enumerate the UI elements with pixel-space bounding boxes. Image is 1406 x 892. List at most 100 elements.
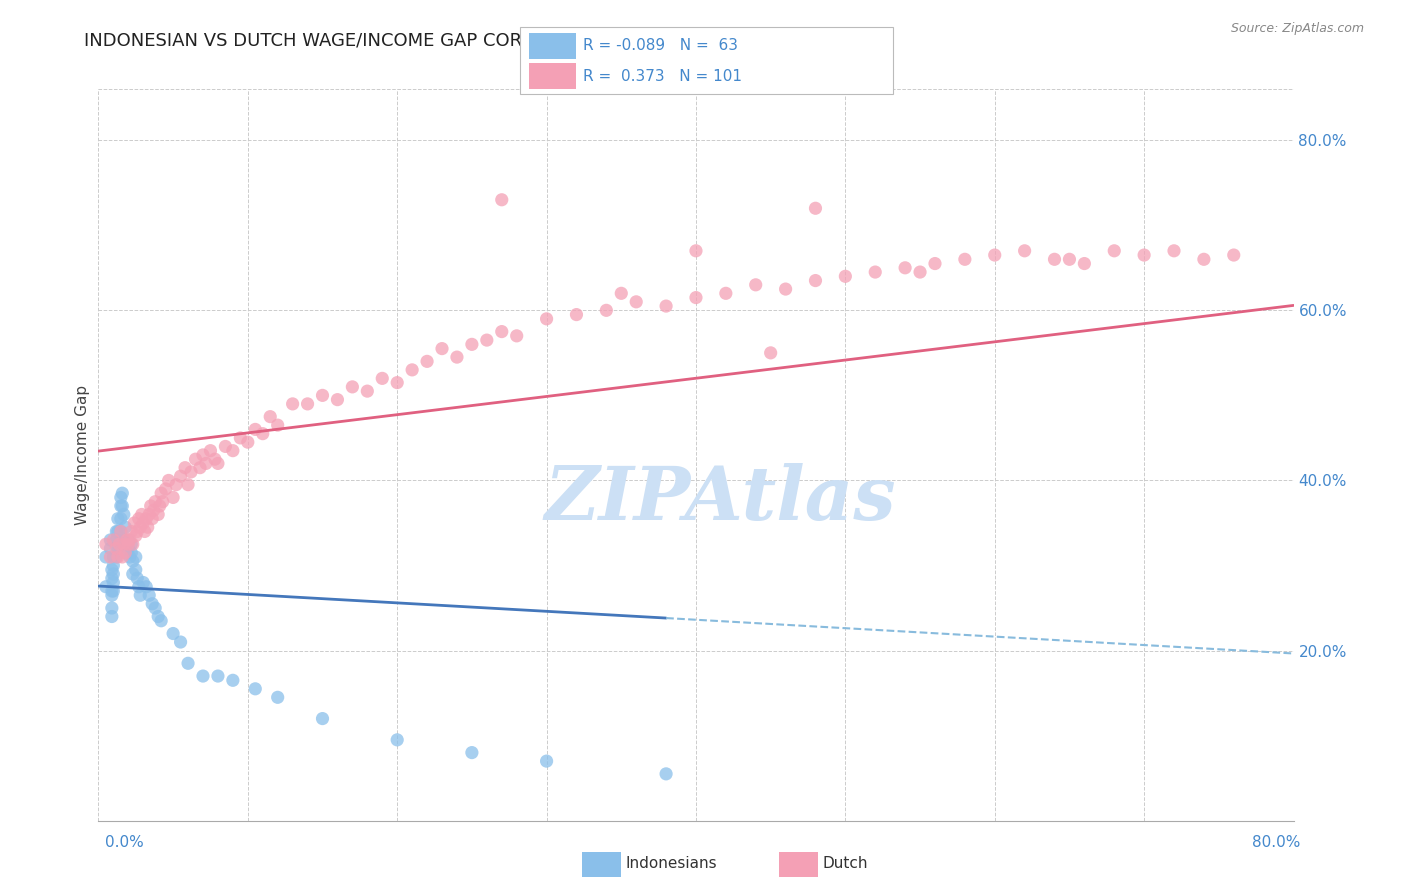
- Y-axis label: Wage/Income Gap: Wage/Income Gap: [75, 384, 90, 525]
- Point: [105, 524, 128, 539]
- Point: [111, 486, 134, 500]
- Point: [834, 269, 856, 284]
- Text: INDONESIAN VS DUTCH WAGE/INCOME GAP CORRELATION CHART: INDONESIAN VS DUTCH WAGE/INCOME GAP CORR…: [84, 31, 678, 49]
- Point: [128, 512, 150, 526]
- Point: [385, 376, 409, 390]
- Text: Dutch: Dutch: [823, 856, 868, 871]
- Point: [127, 571, 149, 585]
- Point: [115, 546, 138, 560]
- Point: [207, 457, 229, 471]
- Point: [125, 563, 148, 577]
- Point: [132, 516, 155, 530]
- Point: [195, 457, 218, 471]
- Point: [775, 282, 797, 296]
- Point: [180, 465, 202, 479]
- Point: [129, 588, 152, 602]
- Point: [207, 669, 229, 683]
- Point: [98, 533, 122, 547]
- Point: [120, 524, 142, 539]
- Point: [143, 494, 166, 508]
- Point: [152, 494, 174, 508]
- Point: [131, 508, 153, 522]
- Point: [143, 601, 166, 615]
- Point: [103, 549, 125, 564]
- Point: [804, 201, 827, 215]
- Point: [169, 469, 191, 483]
- Point: [135, 580, 157, 594]
- Point: [267, 418, 290, 433]
- Point: [214, 439, 236, 453]
- Point: [297, 397, 319, 411]
- Point: [141, 597, 163, 611]
- Point: [655, 767, 678, 781]
- Point: [1133, 248, 1156, 262]
- Point: [184, 452, 207, 467]
- Point: [169, 635, 191, 649]
- Point: [595, 303, 617, 318]
- Point: [491, 193, 513, 207]
- Point: [110, 524, 132, 539]
- Point: [281, 397, 304, 411]
- Point: [626, 294, 648, 309]
- Point: [267, 690, 290, 705]
- Point: [416, 354, 439, 368]
- Point: [101, 571, 124, 585]
- Point: [565, 308, 588, 322]
- Point: [342, 380, 364, 394]
- Point: [112, 508, 135, 522]
- Point: [94, 580, 117, 594]
- Point: [1014, 244, 1036, 258]
- Point: [894, 260, 917, 275]
- Point: [112, 537, 135, 551]
- Point: [685, 291, 707, 305]
- Point: [536, 311, 558, 326]
- Text: ZIPAtlas: ZIPAtlas: [544, 463, 896, 535]
- Point: [105, 533, 128, 547]
- Point: [162, 626, 184, 640]
- Point: [108, 537, 131, 551]
- Point: [120, 546, 142, 560]
- Point: [107, 512, 129, 526]
- Point: [105, 541, 128, 556]
- Point: [135, 512, 157, 526]
- Point: [94, 537, 117, 551]
- Text: R = -0.089   N =  63: R = -0.089 N = 63: [583, 38, 738, 54]
- Point: [984, 248, 1007, 262]
- Point: [371, 371, 394, 385]
- Point: [110, 499, 132, 513]
- Point: [356, 384, 378, 398]
- Point: [1059, 252, 1081, 267]
- Point: [148, 508, 170, 522]
- Point: [191, 669, 214, 683]
- Point: [714, 286, 737, 301]
- Point: [461, 746, 484, 760]
- Point: [610, 286, 633, 301]
- Point: [1104, 244, 1126, 258]
- Point: [138, 588, 160, 602]
- Point: [148, 609, 170, 624]
- Point: [103, 584, 125, 599]
- Point: [142, 503, 165, 517]
- Point: [118, 533, 141, 547]
- Point: [461, 337, 484, 351]
- Text: Source: ZipAtlas.com: Source: ZipAtlas.com: [1230, 22, 1364, 36]
- Point: [401, 363, 423, 377]
- Point: [107, 549, 129, 564]
- Point: [491, 325, 513, 339]
- Point: [745, 277, 768, 292]
- Point: [101, 609, 124, 624]
- Point: [236, 435, 259, 450]
- Point: [506, 329, 529, 343]
- Point: [105, 549, 128, 564]
- Point: [326, 392, 349, 407]
- Point: [685, 244, 707, 258]
- Point: [110, 524, 132, 539]
- Point: [229, 431, 252, 445]
- Point: [107, 524, 129, 539]
- Point: [759, 346, 782, 360]
- Point: [114, 546, 136, 560]
- Point: [121, 554, 143, 568]
- Point: [110, 491, 132, 505]
- Point: [117, 537, 139, 551]
- Point: [111, 549, 134, 564]
